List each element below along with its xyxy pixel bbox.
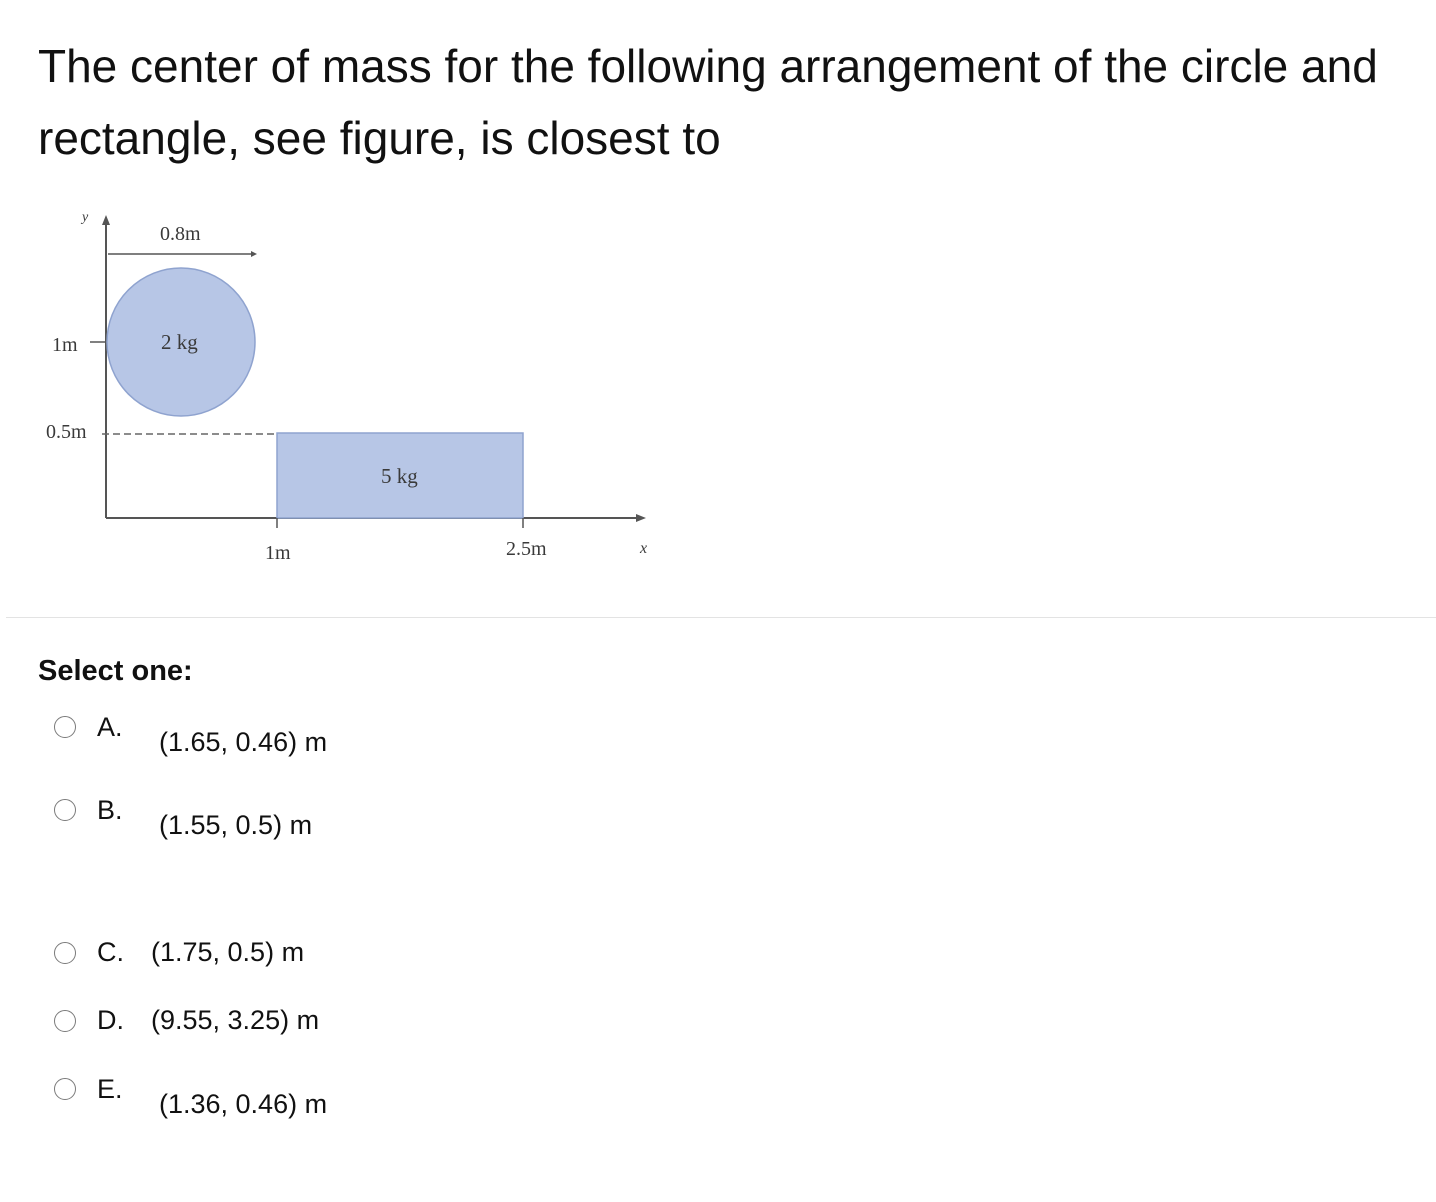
rectangle-mass [276,432,524,519]
option-b-letter: B. [97,795,123,825]
x-tick-1m-label: 1m [265,542,291,564]
y-axis-label: y [80,210,89,225]
option-d-answer: (9.55, 3.25) m [151,1005,320,1035]
y-axis-arrow [102,215,110,225]
x-tick-25m-label: 2.5m [506,538,547,560]
radio-option-c[interactable] [54,942,76,964]
divider [6,617,1436,618]
y-tick-1m-label: 1m [52,334,78,356]
circle-mass [106,267,256,417]
y-tick-05m-label: 0.5m [46,421,87,443]
question-text: The center of mass for the following arr… [38,40,1378,164]
option-c-letter: C. [97,937,124,967]
radio-option-b[interactable] [54,799,76,821]
x-axis-label: x [639,540,647,557]
radio-option-e[interactable] [54,1078,76,1100]
option-a-answer: (1.65, 0.46) m [159,727,328,757]
option-e-answer: (1.36, 0.46) m [159,1089,328,1119]
width-dimension-arrow [251,251,257,257]
x-axis-arrow [636,514,646,522]
option-e-letter: E. [97,1074,123,1104]
option-c-answer: (1.75, 0.5) m [151,937,305,967]
select-prompt: Select one: [38,655,193,687]
physics-figure: y x 0.8m 2 kg 1m 0.5m 5 kg 1m 2.5m [40,205,660,575]
radio-option-d[interactable] [54,1010,76,1032]
circle-mass-label: 2 kg [161,330,198,354]
width-dimension-label: 0.8m [160,223,201,245]
radio-option-a[interactable] [54,716,76,738]
option-b-answer: (1.55, 0.5) m [159,810,313,840]
rect-mass-label: 5 kg [381,464,418,488]
option-a-letter: A. [97,712,123,742]
option-d-letter: D. [97,1005,124,1035]
